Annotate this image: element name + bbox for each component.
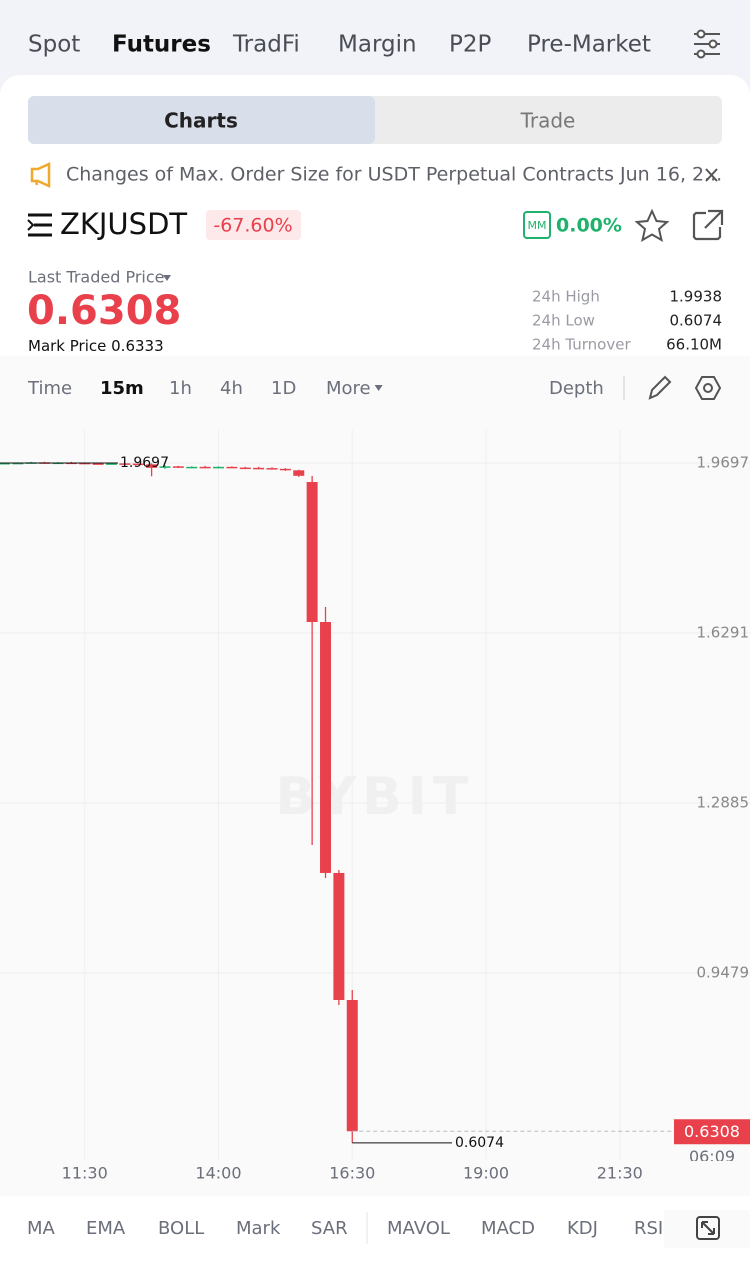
menu-icon[interactable] (27, 213, 52, 237)
candle-body (320, 622, 331, 873)
nav-tab[interactable]: TradFi (232, 32, 300, 58)
mark-price-value: 0.6333 (111, 337, 164, 355)
countdown-bg (676, 1145, 750, 1160)
favorite-icon[interactable] (634, 208, 670, 243)
min-label: 0.6074 (455, 1135, 504, 1151)
candle-body (132, 463, 144, 466)
candle-body (266, 468, 278, 470)
candle-body (279, 468, 291, 471)
y-tick-label: 1.6291 (697, 623, 750, 641)
change-value: -67.60% (213, 215, 292, 237)
settings-icon[interactable] (694, 29, 720, 59)
candle-body (199, 466, 211, 469)
x-tick-label: 19:00 (463, 1164, 509, 1183)
candle-body (213, 466, 224, 469)
nav-tab[interactable]: Spot (28, 32, 80, 58)
candle-body (346, 999, 358, 1132)
max-label: 1.9697 (120, 455, 169, 471)
x-tick-label: 16:30 (329, 1164, 375, 1183)
last-price-label[interactable]: Last Traded Price (28, 268, 165, 287)
y-tick-label: 1.2885 (697, 793, 750, 811)
candle-body (253, 467, 265, 470)
close-icon[interactable] (705, 168, 718, 182)
last-price-value: 0.6308 (684, 1122, 740, 1141)
candle-body (239, 467, 251, 470)
indicator-tab[interactable]: Mark (236, 1218, 281, 1239)
indicator-tab[interactable]: EMA (86, 1218, 126, 1239)
dropdown-icon (163, 275, 171, 281)
candle-body (226, 466, 238, 469)
mm-label: MM (528, 219, 547, 232)
candle-body (186, 466, 198, 469)
stat-value: 0.6074 (670, 312, 723, 330)
candle-body (119, 463, 131, 465)
candle-body (79, 462, 91, 465)
mark-price-label: Mark Price (28, 337, 106, 355)
interval-tab[interactable]: 1D (271, 378, 296, 399)
y-tick-label: 0.9479 (697, 963, 750, 981)
candle-body (105, 463, 117, 465)
interval-tab[interactable]: Time (27, 378, 72, 399)
share-icon[interactable] (692, 209, 724, 241)
candle-body (0, 462, 10, 465)
candle-body (293, 470, 305, 476)
indicator-fade (664, 1210, 750, 1248)
indicator-tab[interactable]: MAVOL (387, 1218, 450, 1239)
indicator-tab[interactable]: SAR (311, 1218, 348, 1239)
watermark: BYBIT (276, 767, 475, 827)
toggle-active (28, 96, 375, 144)
change-badge (206, 210, 301, 240)
stat-label: 24h Low (532, 312, 595, 330)
y-tick-label: 1.9697 (697, 453, 750, 471)
last-price-tag (674, 1119, 750, 1145)
indicator-tab[interactable]: KDJ (567, 1218, 598, 1239)
dropdown-icon (374, 385, 383, 391)
x-tick-label: 11:30 (62, 1164, 108, 1183)
depth-tab[interactable]: Depth (549, 378, 604, 399)
toggle-tab[interactable]: Charts (164, 109, 238, 133)
stat-label: 24h Turnover (532, 336, 631, 354)
indicator-tab[interactable]: BOLL (158, 1218, 204, 1239)
candle-body (92, 463, 104, 465)
nav-tab[interactable]: Pre-Market (527, 32, 651, 58)
stat-label: 24h High (532, 288, 600, 306)
candle-body (172, 466, 184, 468)
candle-body (306, 482, 318, 623)
nav-tab[interactable]: Margin (338, 32, 417, 58)
indicator-tab[interactable]: RSI (634, 1218, 663, 1239)
toggle-tab[interactable]: Trade (520, 109, 576, 133)
nav-tab[interactable]: P2P (449, 32, 492, 58)
stat-value: 66.10M (666, 336, 722, 354)
candle-body (333, 872, 345, 1000)
interval-tab[interactable]: More (326, 378, 371, 399)
fullscreen-icon[interactable] (696, 1216, 720, 1240)
stat-value: 1.9938 (670, 288, 723, 306)
countdown-clip (674, 1161, 750, 1171)
x-tick-label: 21:30 (597, 1164, 643, 1183)
candle-body (146, 464, 158, 468)
indicator-tab[interactable]: MACD (481, 1218, 535, 1239)
candle-body (159, 466, 171, 468)
megaphone-icon (30, 162, 51, 188)
symbol-name[interactable]: ZKJUSDT (60, 207, 187, 241)
interval-tab[interactable]: 4h (220, 378, 243, 399)
notice-text[interactable]: Changes of Max. Order Size for USDT Perp… (66, 164, 722, 186)
indicator-tab[interactable]: MA (27, 1218, 56, 1239)
interval-tab[interactable]: 1h (169, 378, 192, 399)
chart-settings-icon[interactable] (694, 376, 722, 400)
mark-price: Mark Price 0.6333 (28, 337, 164, 355)
nav-tab[interactable]: Futures (112, 32, 211, 58)
last-price: 0.6308 (27, 288, 181, 334)
candle-body (12, 462, 24, 465)
interval-tab[interactable]: 15m (100, 378, 144, 399)
x-tick-label: 14:00 (195, 1164, 241, 1183)
mm-box (523, 211, 551, 239)
chart-panel (0, 356, 750, 1196)
draw-icon[interactable] (648, 375, 672, 400)
mm-value: 0.00% (556, 215, 622, 237)
